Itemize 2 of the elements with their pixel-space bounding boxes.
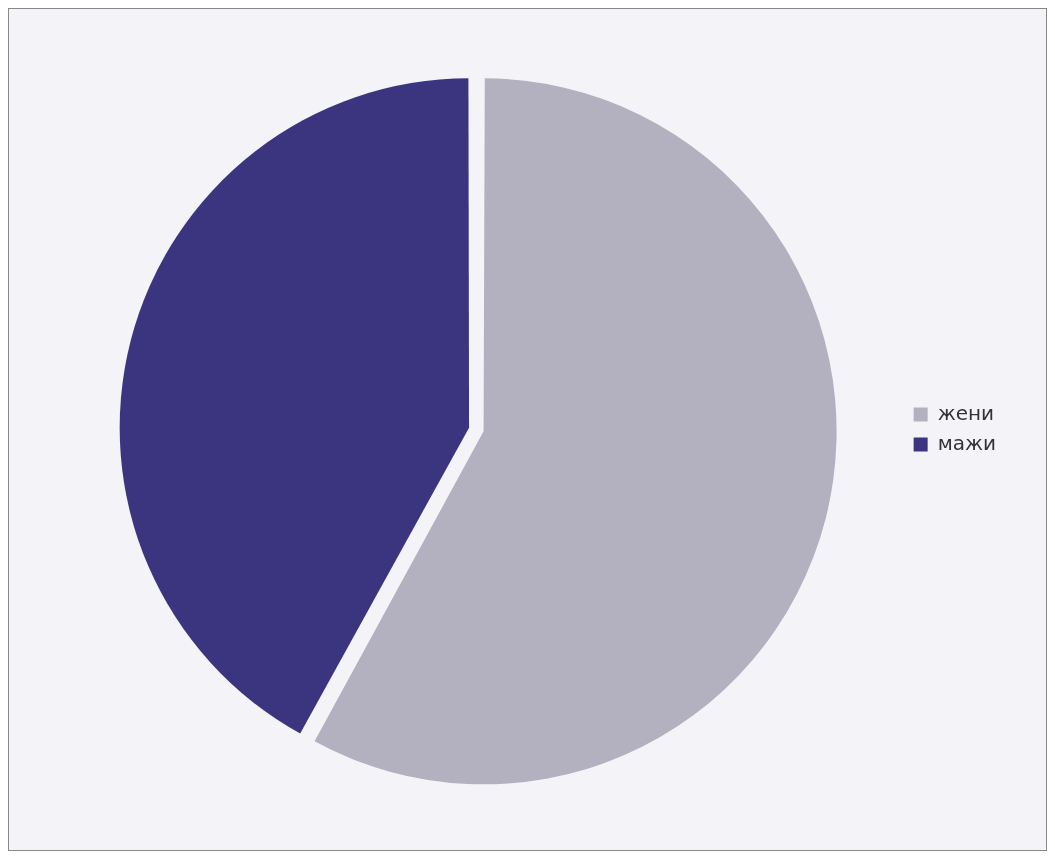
legend-label: мажи	[937, 430, 996, 455]
legend-label: жени	[937, 400, 995, 425]
